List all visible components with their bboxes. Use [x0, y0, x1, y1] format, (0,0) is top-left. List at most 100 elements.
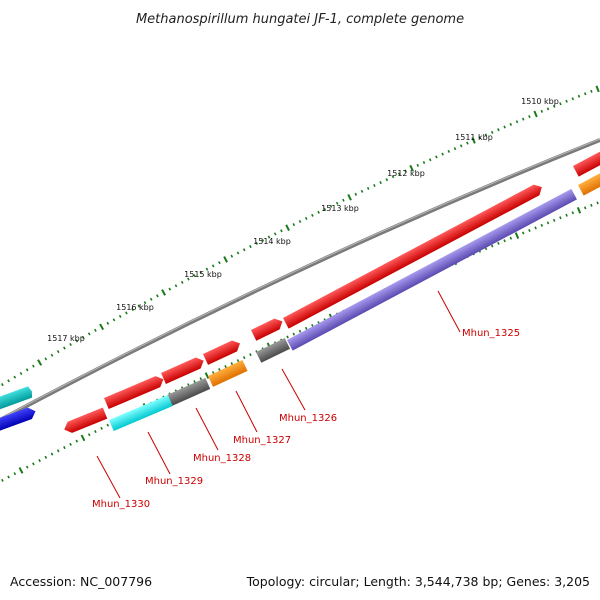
minor-tick — [180, 280, 184, 284]
major-tick — [204, 372, 210, 379]
minor-tick — [81, 335, 85, 339]
gene-arrow — [161, 357, 204, 384]
callout-line-mhun-1327 — [235, 390, 258, 433]
major-tick — [409, 164, 414, 172]
gene-label-mhun-1326[interactable]: Mhun_1326 — [279, 413, 337, 424]
gene-arrow — [64, 407, 108, 433]
minor-tick — [137, 304, 141, 308]
minor-tick — [69, 442, 72, 446]
minor-tick — [211, 264, 215, 268]
minor-tick — [509, 236, 513, 240]
gene-feature-mhun-1328[interactable] — [167, 377, 211, 406]
gene-feature-mhun-1329-forward[interactable] — [104, 374, 166, 410]
minor-tick — [125, 311, 128, 315]
minor-tick — [249, 245, 252, 249]
gene-feature-mhun-1326-forward[interactable] — [251, 316, 285, 341]
gene-arrow — [0, 386, 33, 410]
gene-feature-blue-left[interactable] — [0, 406, 38, 432]
minor-tick — [490, 244, 494, 248]
gene-feature-mhun-1329[interactable] — [109, 394, 173, 432]
gene-label-mhun-1329[interactable]: Mhun_1329 — [145, 476, 203, 487]
gene-bar — [208, 359, 248, 387]
minor-tick — [565, 213, 568, 217]
minor-tick — [56, 350, 60, 354]
minor-tick — [63, 346, 66, 350]
minor-tick — [521, 117, 525, 121]
minor-tick — [44, 357, 48, 361]
minor-tick — [280, 229, 283, 233]
minor-tick — [329, 204, 333, 208]
minor-tick — [497, 128, 500, 132]
gene-label-mhun-1328[interactable]: Mhun_1328 — [193, 453, 251, 464]
major-tick — [18, 467, 24, 474]
gene-feature-mhun-1327[interactable] — [208, 359, 248, 387]
minor-tick — [7, 475, 10, 479]
major-tick — [37, 359, 43, 366]
minor-tick — [131, 307, 134, 311]
minor-tick — [552, 218, 556, 222]
minor-tick — [577, 94, 581, 98]
minor-tick — [168, 287, 172, 291]
minor-tick — [87, 332, 91, 336]
gene-track — [0, 147, 600, 436]
minor-tick — [100, 426, 103, 430]
gene-label-mhun-1325[interactable]: Mhun_1325 — [462, 328, 520, 339]
gene-feature-mhun-1330[interactable] — [62, 407, 108, 436]
minor-tick — [311, 213, 314, 217]
major-tick — [80, 434, 86, 442]
gene-feature-mhun-1326[interactable] — [256, 337, 291, 363]
minor-tick — [298, 219, 302, 224]
minor-tick — [193, 380, 196, 384]
ruler-label: 1516 kbp — [116, 303, 154, 312]
gene-label-mhun-1327[interactable]: Mhun_1327 — [233, 435, 291, 446]
gene-feature-mhun-1327-forward[interactable] — [203, 338, 243, 365]
minor-tick — [174, 284, 178, 288]
major-tick — [514, 232, 520, 239]
minor-tick — [32, 462, 35, 466]
minor-tick — [69, 342, 72, 347]
minor-tick — [218, 368, 221, 372]
gene-feature-orange-right[interactable] — [578, 166, 600, 196]
minor-tick — [211, 371, 215, 375]
callout-line-mhun-1328 — [195, 407, 219, 451]
minor-tick — [255, 241, 258, 245]
minor-tick — [63, 446, 66, 450]
gene-feature-mhun-1328-forward[interactable] — [161, 355, 206, 384]
gene-feature-mhun-1325[interactable] — [287, 188, 577, 351]
minor-tick — [143, 301, 147, 305]
gene-feature-teal-left[interactable] — [0, 386, 34, 410]
minor-tick — [323, 207, 327, 211]
minor-tick — [391, 175, 395, 179]
gene-feature-mhun-1325-forward[interactable] — [283, 182, 545, 329]
minor-tick — [230, 362, 234, 366]
minor-tick — [13, 472, 17, 476]
major-tick — [161, 289, 167, 296]
minor-tick — [56, 449, 60, 453]
gene-arrow — [573, 147, 600, 177]
minor-tick — [571, 211, 575, 215]
gene-arrow — [203, 340, 240, 365]
minor-tick — [38, 459, 41, 463]
minor-tick — [25, 465, 29, 469]
minor-tick — [118, 314, 122, 318]
minor-tick — [199, 377, 203, 381]
minor-tick — [87, 433, 91, 437]
major-tick — [347, 193, 352, 201]
minor-tick — [13, 375, 17, 379]
gene-feature-offscreen-right[interactable] — [573, 147, 600, 177]
minor-tick — [453, 147, 457, 151]
minor-tick — [590, 89, 593, 93]
ruler-labels: 1510 kbp 1511 kbp 1512 kbp 1513 kbp 1514 kbp… — [47, 97, 559, 343]
minor-tick — [590, 203, 593, 207]
minor-tick — [441, 152, 444, 156]
ruler-label: 1514 kbp — [253, 237, 291, 246]
minor-tick — [199, 270, 203, 274]
ruler-label: 1512 kbp — [387, 169, 425, 178]
minor-tick — [44, 455, 48, 459]
minor-tick — [292, 332, 296, 336]
minor-tick — [261, 238, 265, 242]
gene-label-mhun-1330[interactable]: Mhun_1330 — [92, 499, 150, 510]
ruler-label: 1513 kbp — [321, 204, 359, 213]
minor-tick — [552, 104, 556, 108]
minor-tick — [236, 251, 240, 255]
